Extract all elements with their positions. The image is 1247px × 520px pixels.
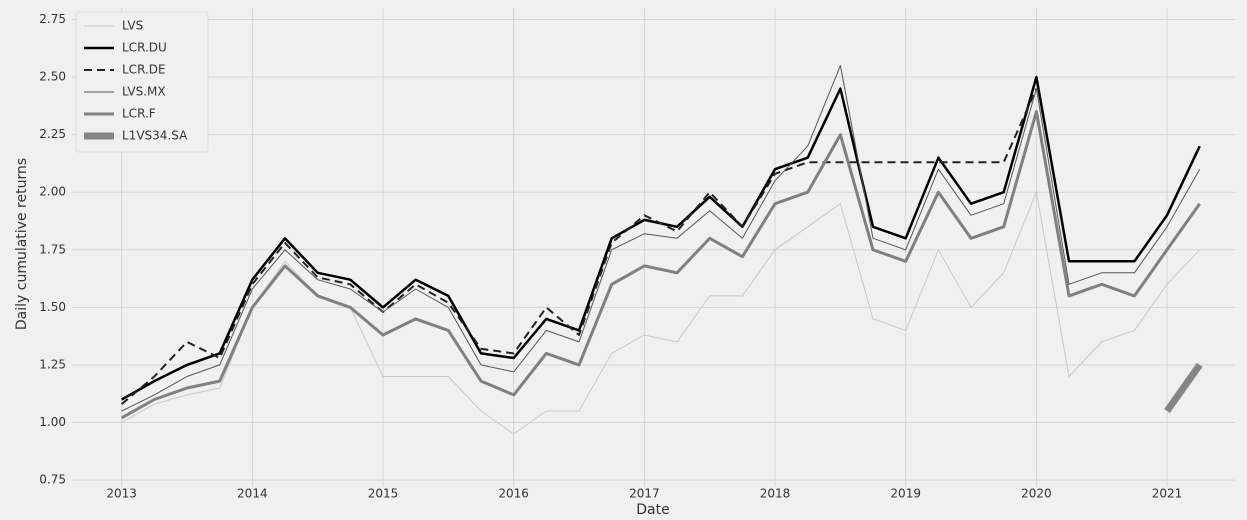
y-tick-label: 2.50 xyxy=(39,70,66,84)
x-tick-label: 2016 xyxy=(498,487,529,501)
series-line xyxy=(1164,362,1203,414)
legend-label: LVS.MX xyxy=(122,85,166,99)
y-tick-label: 1.00 xyxy=(39,415,66,429)
y-axis-label: Daily cumulative returns xyxy=(14,158,30,330)
series-line xyxy=(120,110,1201,420)
x-tick-label: 2019 xyxy=(890,487,921,501)
legend: LVS LCR.DU LCR.DE LVS.MX LCR.F L1VS34.SA xyxy=(75,11,209,153)
y-tick-label: 1.25 xyxy=(39,357,66,371)
x-tick-label: 2014 xyxy=(237,487,268,501)
x-tick-label: 2020 xyxy=(1021,487,1052,501)
legend-label: LCR.DE xyxy=(122,63,166,77)
series-line xyxy=(121,65,1201,412)
legend-label: LCR.F xyxy=(122,107,156,121)
legend-label: L1VS34.SA xyxy=(122,129,188,143)
y-tick-label: 2.25 xyxy=(39,127,66,141)
y-tick-label: 2.00 xyxy=(39,185,66,199)
x-tick-label: 2017 xyxy=(629,487,660,501)
y-tick-label: 0.75 xyxy=(39,473,66,487)
series-line xyxy=(121,191,1201,435)
x-tick-label: 2013 xyxy=(106,487,137,501)
legend-label: LVS xyxy=(122,19,143,33)
y-tick-label: 2.75 xyxy=(39,12,66,26)
x-tick-label: 2018 xyxy=(760,487,791,501)
series-line xyxy=(121,88,1038,405)
x-tick-label: 2021 xyxy=(1152,487,1183,501)
y-tick-label: 1.50 xyxy=(39,300,66,314)
legend-label: LCR.DU xyxy=(122,41,167,55)
y-tick-label: 1.75 xyxy=(39,242,66,256)
x-axis-label: Date xyxy=(636,502,669,518)
x-tick-label: 2015 xyxy=(368,487,399,501)
